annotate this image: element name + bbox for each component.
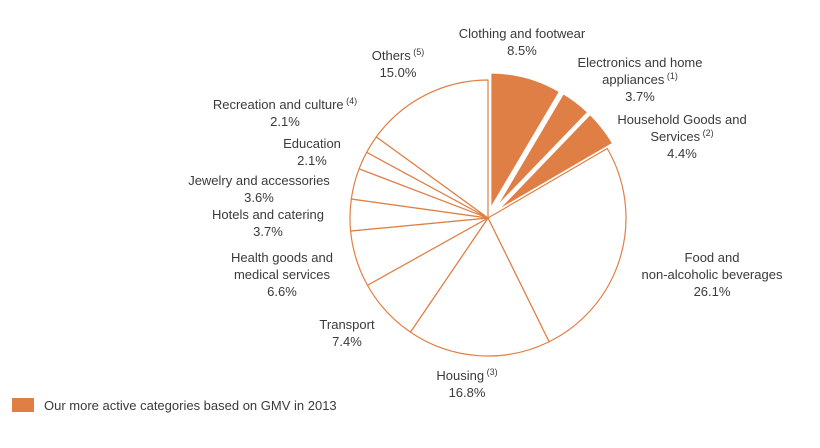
svg-text:Education: Education bbox=[283, 136, 341, 151]
svg-text:Services (2): Services (2) bbox=[650, 128, 713, 144]
slice-food-and-non-alcoholic-beverages bbox=[487, 147, 627, 343]
label-education: Education 2.1% bbox=[283, 136, 341, 168]
svg-text:medical services: medical services bbox=[234, 267, 331, 282]
value-label-electronics-and-home-appliances: 3.7% bbox=[625, 89, 655, 104]
slice-labels: Clothing and footwear 8.5% Electronics and… bbox=[188, 26, 783, 400]
label-hotels-and-catering: Hotels and catering 3.7% bbox=[212, 207, 324, 239]
slice-electronics-and-home-appliances bbox=[491, 91, 590, 213]
slice-clothing-and-footwear bbox=[488, 71, 562, 212]
svg-text:Housing (3): Housing (3) bbox=[436, 367, 497, 383]
legend-swatch bbox=[12, 398, 34, 412]
value-label-transport: 7.4% bbox=[332, 334, 362, 349]
pie-slices bbox=[349, 71, 627, 357]
value-label-education: 2.1% bbox=[297, 153, 327, 168]
label-clothing-and-footwear: Clothing and footwear 8.5% bbox=[459, 26, 586, 58]
label-jewelry-and-accessories: Jewelry and accessories 3.6% bbox=[188, 173, 330, 205]
label-housing: Housing (3) 16.8% bbox=[436, 367, 497, 400]
value-label-household-goods-and-services: 4.4% bbox=[667, 146, 697, 161]
svg-text:Jewelry and accessories: Jewelry and accessories bbox=[188, 173, 330, 188]
label-recreation-and-culture: Recreation and culture (4) 2.1% bbox=[213, 96, 357, 129]
slice-others bbox=[375, 79, 489, 219]
svg-text:Others (5): Others (5) bbox=[372, 47, 425, 63]
legend: Our more active categories based on GMV … bbox=[12, 396, 337, 414]
svg-text:Electronics and home: Electronics and home bbox=[577, 55, 702, 70]
svg-text:Health goods and: Health goods and bbox=[231, 250, 333, 265]
svg-text:Household Goods and: Household Goods and bbox=[617, 112, 746, 127]
value-label-recreation-and-culture: 2.1% bbox=[270, 114, 300, 129]
label-food-and-non-alcoholic-beverages: Food and non-alcoholic beverages 26.1% bbox=[642, 250, 783, 299]
value-label-food-and-non-alcoholic-beverages: 26.1% bbox=[694, 284, 731, 299]
label-health-goods-and-medical-services: Health goods and medical services 6.6% bbox=[231, 250, 333, 299]
legend-label: Our more active categories based on GMV … bbox=[44, 397, 337, 413]
svg-text:non-alcoholic beverages: non-alcoholic beverages bbox=[642, 267, 783, 282]
value-label-housing: 16.8% bbox=[449, 385, 486, 400]
slice-housing bbox=[409, 217, 550, 357]
slice-household-goods-and-services bbox=[493, 112, 615, 215]
value-label-clothing-and-footwear: 8.5% bbox=[507, 43, 537, 58]
svg-text:Transport: Transport bbox=[319, 317, 375, 332]
value-label-jewelry-and-accessories: 3.6% bbox=[244, 190, 274, 205]
value-label-others: 15.0% bbox=[380, 65, 417, 80]
svg-text:Hotels and catering: Hotels and catering bbox=[212, 207, 324, 222]
svg-text:appliances (1): appliances (1) bbox=[602, 71, 678, 87]
label-transport: Transport 7.4% bbox=[319, 317, 375, 349]
value-label-health-goods-and-medical-services: 6.6% bbox=[267, 284, 297, 299]
svg-text:Recreation and culture (4): Recreation and culture (4) bbox=[213, 96, 357, 112]
svg-text:Clothing and footwear: Clothing and footwear bbox=[459, 26, 586, 41]
label-others: Others (5) 15.0% bbox=[372, 47, 425, 80]
svg-text:Food and: Food and bbox=[685, 250, 740, 265]
value-label-hotels-and-catering: 3.7% bbox=[253, 224, 283, 239]
